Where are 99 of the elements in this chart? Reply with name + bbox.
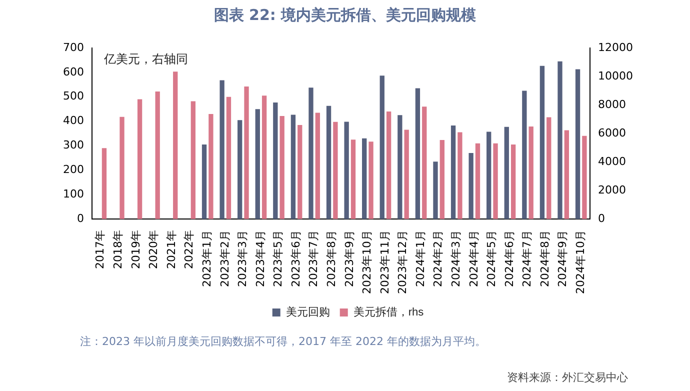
y2-tick-label: 2000: [598, 183, 626, 196]
bar: [493, 143, 498, 220]
x-tick-label: 2024年2月: [432, 230, 445, 288]
x-tick-label: 2024年3月: [449, 230, 462, 288]
bar: [504, 126, 509, 220]
bar: [558, 61, 562, 220]
bar: [404, 130, 409, 220]
x-tick-label: 2023年10月: [360, 230, 374, 294]
y-tick-label: 700: [62, 40, 84, 54]
y2-tick-label: 10000: [598, 69, 634, 82]
bar: [280, 116, 284, 220]
x-tick-label: 2019年: [129, 230, 142, 270]
bar: [386, 112, 392, 220]
x-tick-label: 2021年: [164, 230, 178, 270]
y2-tick-label: 8000: [598, 98, 626, 111]
bar: [468, 153, 474, 220]
text: 资料来源：外汇交易中心: [507, 370, 628, 385]
bar: [220, 80, 224, 220]
y-tick-label: 600: [62, 65, 84, 78]
x-tick-label: 2023年3月: [236, 230, 250, 288]
bar: [398, 115, 402, 220]
bar: [475, 143, 480, 220]
x-tick-label: 2024年1月: [414, 230, 427, 288]
x-tick-label: 2018年: [112, 230, 125, 270]
legend-label: 美元拆借，rhs: [353, 306, 424, 319]
y2-tick-label: 6000: [598, 126, 626, 140]
x-tick-label: 2023年9月: [342, 230, 356, 288]
bar: [575, 69, 580, 220]
bar: [350, 140, 356, 220]
bar: [333, 122, 338, 220]
bar: [510, 144, 516, 220]
y-tick-label: 200: [62, 163, 84, 176]
bar: [262, 96, 267, 220]
y-tick-label: 400: [62, 114, 84, 128]
x-tick-label: 2023年5月: [272, 230, 285, 288]
annotation: 亿美元，右轴同: [102, 52, 188, 66]
x-tick-label: 2017年: [94, 230, 107, 270]
bar: [458, 132, 462, 220]
x-tick-label: 2023年8月: [324, 230, 338, 288]
x-tick-label: 2024年10月: [574, 230, 587, 294]
bar: [273, 102, 278, 220]
y2-tick-label: 4000: [598, 154, 626, 168]
bar: [120, 116, 124, 220]
x-tick-label: 2020年: [147, 230, 160, 270]
bar: [380, 76, 384, 220]
bar: [450, 125, 456, 220]
bar: [440, 140, 444, 220]
bar: [238, 120, 242, 220]
bar: [582, 136, 587, 220]
bar: [137, 99, 142, 220]
x-tick-label: 2024年4月: [467, 230, 480, 288]
bar: [368, 142, 374, 220]
bar: [298, 124, 302, 220]
bar: [344, 122, 349, 220]
x-tick-label: 2023年6月: [289, 230, 302, 288]
bar: [433, 162, 438, 220]
y-tick-label: 100: [62, 187, 84, 200]
x-tick-label: 2023年1月: [200, 230, 214, 288]
bar: [415, 88, 420, 220]
bar: [173, 72, 178, 220]
bar: [190, 101, 196, 220]
y2-tick-label: 12000: [598, 40, 634, 54]
bar: [290, 114, 296, 220]
x-tick-label: 2024年6月: [502, 230, 516, 288]
x-tick-label: 2023年2月: [218, 230, 232, 288]
bar: [244, 86, 249, 220]
y2-tick-label: 0: [598, 212, 606, 225]
x-tick-label: 2023年4月: [254, 230, 267, 288]
bar: [540, 66, 545, 220]
bar: [102, 148, 107, 220]
x-tick-label: 2024年8月: [538, 230, 552, 288]
x-tick-label: 2023年7月: [307, 230, 320, 288]
bar: [362, 138, 367, 220]
bar: [546, 117, 552, 220]
bar: [255, 109, 260, 220]
text: 注：2023 年以前月度美元回购数据不可得，2017 年至 2022 年的数据为月平均。: [80, 334, 486, 349]
bar: [226, 96, 232, 220]
x-tick-label: 2024年5月: [485, 230, 498, 288]
bar: [564, 130, 569, 220]
bar: [315, 112, 320, 220]
y-tick-label: 500: [62, 90, 84, 103]
bar: [422, 106, 427, 220]
bar: [155, 91, 160, 220]
y-tick-label: 300: [62, 138, 84, 152]
x-tick-label: 2024年9月: [556, 230, 570, 288]
bar: [202, 144, 207, 220]
x-tick-label: 2022年: [182, 230, 196, 270]
chart-title: 图表 22: 境内美元拆借、美元回购规模: [212, 6, 478, 25]
x-tick-label: 2024年7月: [520, 230, 534, 288]
bar: [308, 88, 314, 220]
bar: [208, 114, 214, 220]
bar: [528, 126, 534, 220]
bar: [486, 132, 492, 220]
y-tick-label: 0: [76, 212, 84, 225]
legend-label: 美元回购: [286, 306, 330, 319]
bar: [326, 106, 332, 220]
bar: [522, 90, 527, 220]
x-tick-label: 2023年11月: [378, 230, 392, 294]
x-tick-label: 2023年12月: [396, 230, 410, 294]
